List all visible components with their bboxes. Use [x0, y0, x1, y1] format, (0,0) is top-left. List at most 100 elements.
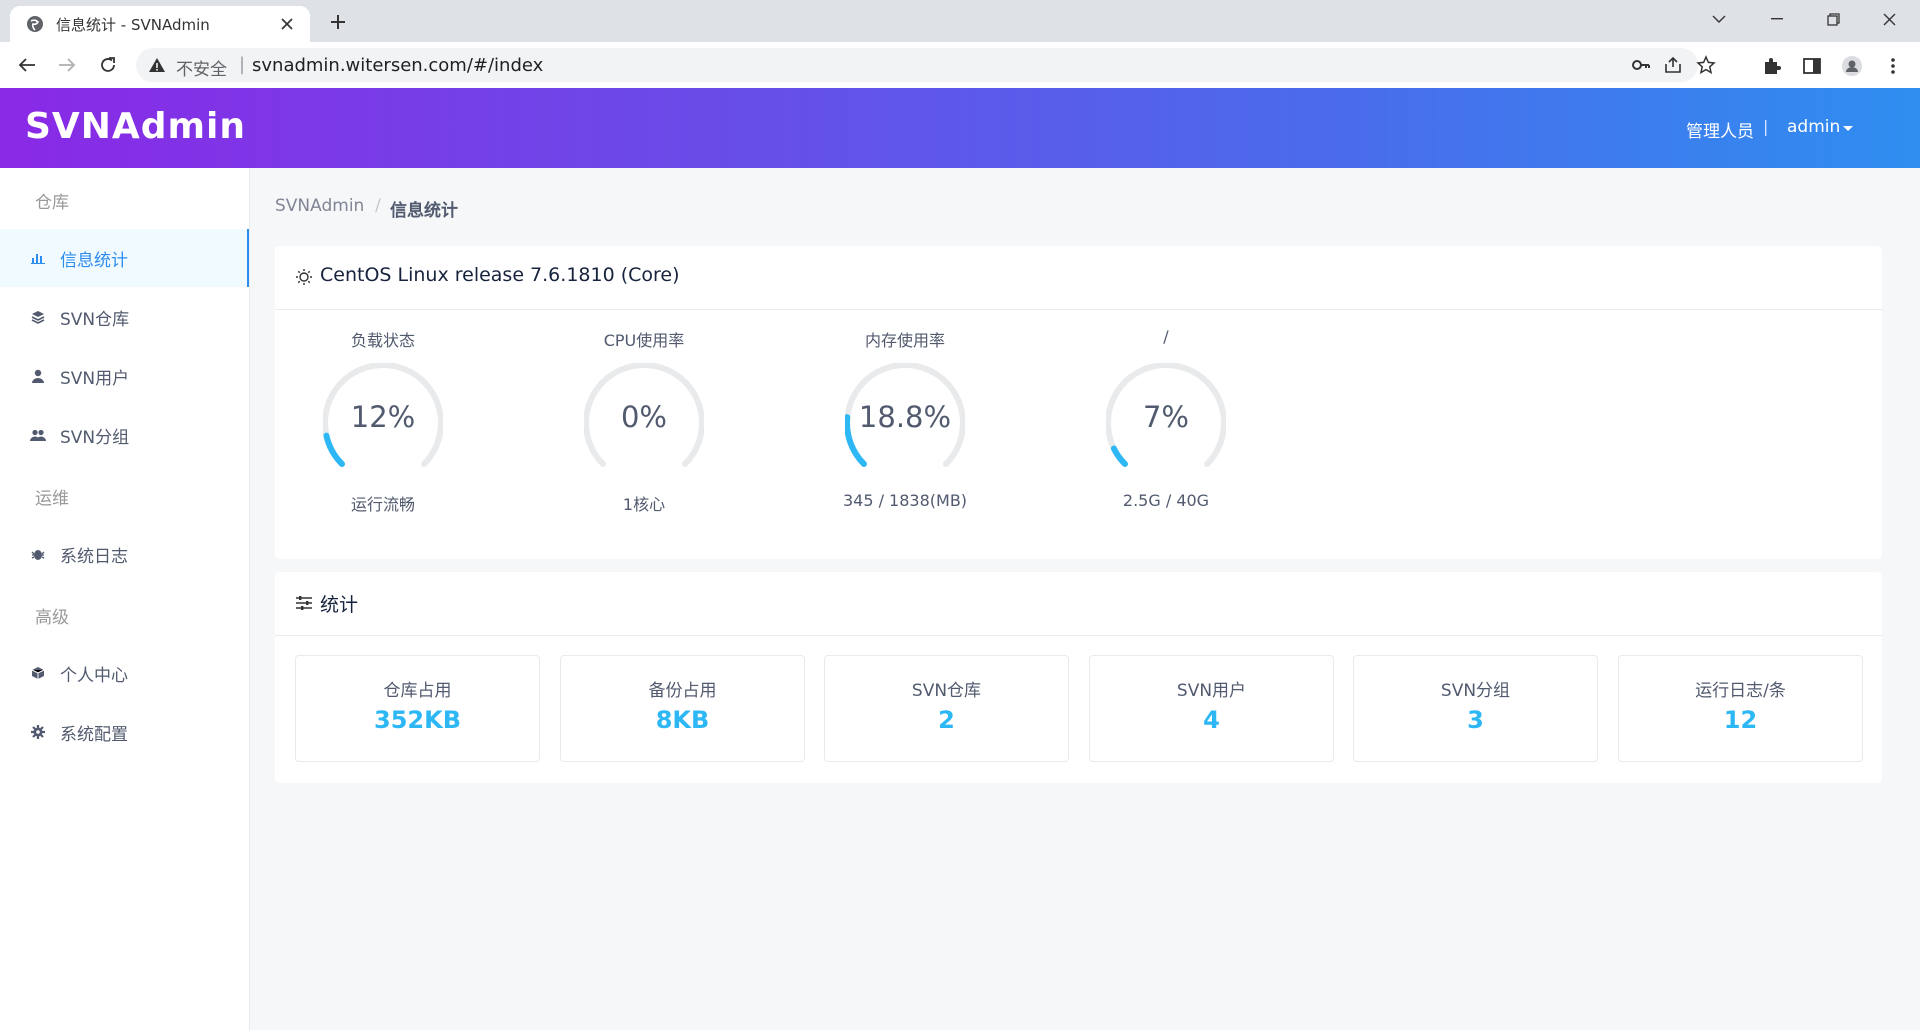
- sidebar-item-label: 系统配置: [60, 724, 128, 745]
- sidebar-group-ops: 运维: [35, 489, 69, 509]
- gauge-title: 内存使用率: [864, 331, 945, 350]
- gauge-fill: [1110, 445, 1128, 468]
- stats-card-header: 统计: [275, 572, 1882, 636]
- sidebar-item-label: SVN用户: [60, 368, 130, 389]
- gauge-value: 12%: [350, 400, 416, 434]
- stat-value: 2: [938, 706, 955, 734]
- header-separator: |: [1763, 117, 1769, 136]
- stat-label: 运行日志/条: [1695, 681, 1786, 701]
- gauge-value: 7%: [1142, 400, 1189, 434]
- stat-value: 12: [1723, 706, 1758, 734]
- gauge-track: [323, 363, 443, 468]
- sidebar-item-label: 信息统计: [60, 250, 128, 271]
- user-role: 管理人员: [1686, 122, 1754, 142]
- gauge-title: 负载状态: [350, 331, 415, 350]
- url-text[interactable]: svnadmin.witersen.com/#/index: [252, 55, 544, 76]
- profile-avatar-icon[interactable]: [1842, 56, 1862, 76]
- key-icon[interactable]: [1631, 55, 1651, 75]
- stat-svn-groups: SVN分组 3: [1353, 655, 1598, 762]
- breadcrumb-root[interactable]: SVNAdmin: [275, 196, 365, 216]
- app-logo[interactable]: SVNAdmin: [25, 106, 247, 147]
- stat-label: 备份占用: [648, 681, 717, 701]
- share-icon[interactable]: [1663, 55, 1683, 75]
- gauge-fill: [323, 432, 345, 468]
- address-bar: 不安全 | svnadmin.witersen.com/#/index: [0, 42, 1920, 89]
- new-tab-icon[interactable]: [324, 8, 352, 36]
- reload-icon[interactable]: [93, 50, 123, 80]
- sidebar-item-svn-users[interactable]: SVN用户: [0, 347, 249, 405]
- restore-icon[interactable]: [1807, 0, 1859, 38]
- sidebar: 仓库 信息统计 SVN仓库 SVN用户 SVN分组 运维 系统日志 高级: [0, 168, 250, 1030]
- sidebar-item-profile[interactable]: 个人中心: [0, 644, 249, 702]
- stat-log-count: 运行日志/条 12: [1618, 655, 1863, 762]
- tab-title: 信息统计 - SVNAdmin: [56, 15, 210, 34]
- caret-down-icon[interactable]: [1843, 126, 1853, 131]
- sun-icon: [296, 269, 312, 285]
- sidebar-item-svn-groups[interactable]: SVN分组: [0, 406, 249, 464]
- stat-value: 352KB: [374, 706, 461, 734]
- gauge-ring: [1106, 363, 1226, 468]
- stat-label: SVN用户: [1176, 681, 1247, 701]
- browser-tab[interactable]: 信息统计 - SVNAdmin: [10, 6, 310, 42]
- sidebar-item-settings[interactable]: 系统配置: [0, 703, 249, 761]
- sliders-icon: [296, 596, 312, 610]
- url-omnibox[interactable]: 不安全 | svnadmin.witersen.com/#/index: [136, 48, 1716, 82]
- sidebar-item-label: SVN分组: [60, 427, 130, 448]
- more-menu-icon[interactable]: [1883, 56, 1903, 76]
- gauge-ring: [323, 363, 443, 468]
- bug-icon: [30, 546, 46, 562]
- sidebar-item-label: 系统日志: [60, 546, 128, 567]
- gauge-value: 0%: [620, 400, 667, 434]
- bookmark-star-icon[interactable]: [1696, 55, 1716, 75]
- gauge-title: /: [1163, 327, 1169, 346]
- stat-repo-size: 仓库占用 352KB: [295, 655, 540, 762]
- gauge-track: [584, 363, 704, 468]
- sidebar-group-advanced: 高级: [35, 608, 69, 628]
- gauge-disk: / 7% 2.5G / 40G: [1066, 327, 1266, 527]
- stat-svn-users: SVN用户 4: [1089, 655, 1334, 762]
- sidebar-item-svn-repo[interactable]: SVN仓库: [0, 288, 249, 346]
- breadcrumb-current: 信息统计: [390, 201, 458, 221]
- breadcrumb-separator: /: [375, 196, 381, 216]
- stat-backup-size: 备份占用 8KB: [560, 655, 805, 762]
- gauge-fill: [845, 414, 867, 468]
- warning-icon[interactable]: [148, 56, 166, 74]
- system-card-header: CentOS Linux release 7.6.1810 (Core): [275, 246, 1882, 310]
- cube-icon: [30, 665, 46, 681]
- extensions-puzzle-icon[interactable]: [1762, 56, 1782, 76]
- tab-search-icon[interactable]: [1693, 0, 1745, 38]
- globe-icon: [27, 16, 43, 32]
- sidebar-group-repo: 仓库: [35, 193, 69, 213]
- side-panel-icon[interactable]: [1802, 56, 1822, 76]
- close-window-icon[interactable]: [1863, 0, 1915, 38]
- forward-icon[interactable]: [52, 50, 82, 80]
- stat-label: SVN仓库: [911, 681, 982, 701]
- stat-label: 仓库占用: [383, 681, 452, 701]
- layers-icon: [30, 309, 46, 325]
- gauge-subtitle: 1核心: [622, 495, 666, 514]
- back-icon[interactable]: [12, 50, 42, 80]
- gauge-track: [1106, 363, 1226, 468]
- gauge-ring: [845, 363, 965, 468]
- stats-title: 统计: [320, 594, 359, 616]
- stat-value: 3: [1467, 706, 1484, 734]
- gear-icon: [30, 724, 46, 740]
- gauge-subtitle: 2.5G / 40G: [1122, 491, 1210, 510]
- os-release-title: CentOS Linux release 7.6.1810 (Core): [320, 264, 680, 286]
- app-header: SVNAdmin 管理人员 | admin: [0, 88, 1920, 168]
- close-tab-icon[interactable]: [274, 11, 300, 37]
- gauge-ring: [584, 363, 704, 468]
- gauge-title: CPU使用率: [603, 331, 685, 350]
- system-info-card: CentOS Linux release 7.6.1810 (Core) 负载状…: [275, 246, 1882, 559]
- gauge-cpu: CPU使用率 0% 1核心: [544, 327, 744, 527]
- stat-label: SVN分组: [1440, 681, 1511, 701]
- user-menu[interactable]: admin: [1787, 117, 1841, 137]
- sidebar-item-logs[interactable]: 系统日志: [0, 525, 249, 583]
- gauge-load: 负载状态 12% 运行流畅: [283, 327, 483, 527]
- sidebar-item-stats[interactable]: 信息统计: [0, 229, 249, 287]
- person-icon: [30, 368, 46, 384]
- minimize-icon[interactable]: [1751, 0, 1803, 38]
- stat-value: 4: [1203, 706, 1220, 734]
- browser-tab-strip: 信息统计 - SVNAdmin: [0, 0, 1920, 42]
- gauge-subtitle: 345 / 1838(MB): [842, 491, 968, 510]
